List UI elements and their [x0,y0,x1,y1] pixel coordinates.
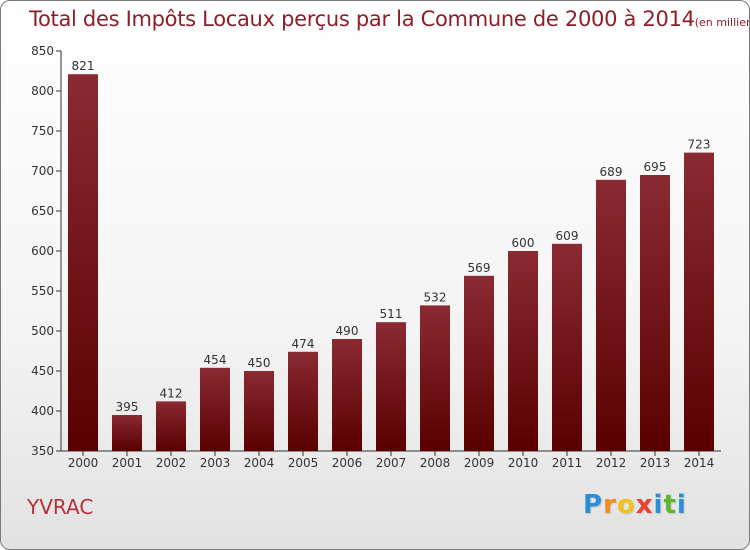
logo-letter: o [616,490,636,520]
bar-value-label: 609 [556,229,579,243]
chart-unit: (en milliers d'€) [694,16,749,29]
bar-value-label: 511 [380,307,403,321]
bar [288,351,318,451]
bar [200,367,230,451]
x-tick-label: 2000 [68,456,99,470]
bar-value-label: 600 [512,236,535,250]
bar [332,339,362,451]
x-tick-label: 2012 [596,456,627,470]
x-tick-label: 2006 [332,456,363,470]
x-tick-label: 2007 [376,456,407,470]
y-tick-label: 450 [31,364,54,378]
x-tick-label: 2014 [684,456,715,470]
bar-value-label: 395 [116,400,139,414]
y-tick-label: 800 [31,84,54,98]
x-tick-label: 2013 [640,456,671,470]
y-axis: 350 400 450 500 550 600 650 700 750 800 850 [31,44,62,458]
y-tick-label: 550 [31,284,54,298]
bar [420,305,450,451]
logo-letter: i [653,490,664,520]
logo-letter: r [603,490,617,520]
y-tick-label: 750 [31,124,54,138]
x-tick-label: 2008 [420,456,451,470]
bar [464,275,494,451]
bar [684,152,714,451]
y-tick-label: 500 [31,324,54,338]
y-tick-label: 700 [31,164,54,178]
x-tick-label: 2009 [464,456,495,470]
x-axis: 2000 2001 2002 2003 2004 2005 2006 2007 2008 2009… [61,450,721,470]
bar [156,401,186,451]
logo-letter: x [635,490,654,520]
x-tick-label: 2004 [244,456,275,470]
chart-title: Total des Impôts Locaux perçus par la Co… [29,7,749,31]
bar-value-label: 723 [688,138,711,152]
bar-value-label: 474 [292,337,315,351]
bar [68,74,98,451]
bar-value-label: 569 [468,261,491,275]
logo-letter: P [583,490,604,520]
logo-letter: i [676,490,687,520]
bars: 821 395 412 454 450 474 490 511 532 569 600 609 689 6… [68,59,714,452]
y-tick-label: 850 [31,44,54,58]
bar-value-label: 689 [600,165,623,179]
bar-value-label: 454 [204,353,227,367]
bar-value-label: 821 [72,59,95,73]
y-tick-label: 650 [31,204,54,218]
bar [508,251,538,451]
y-tick-label: 600 [31,244,54,258]
bar [376,322,406,451]
bar [596,179,626,452]
y-tick-label: 350 [31,444,54,458]
x-tick-label: 2003 [200,456,231,470]
proxiti-logo: Proxiti [583,490,687,520]
x-tick-label: 2010 [508,456,539,470]
bar [244,371,274,451]
bar-value-label: 412 [160,386,183,400]
chart-title-text: Total des Impôts Locaux perçus par la Co… [29,7,695,31]
x-tick-label: 2005 [288,456,319,470]
bar-value-label: 450 [248,356,271,370]
bar [640,175,670,451]
logo-letter: t [663,490,677,520]
y-tick-label: 400 [31,404,54,418]
x-tick-label: 2001 [112,456,143,470]
bar-value-label: 490 [336,324,359,338]
commune-name: YVRAC [27,495,94,519]
bar [552,243,582,451]
bar [112,415,142,451]
bar-value-label: 532 [424,290,447,304]
x-tick-label: 2002 [156,456,187,470]
x-tick-label: 2011 [552,456,583,470]
bar-value-label: 695 [644,160,667,174]
